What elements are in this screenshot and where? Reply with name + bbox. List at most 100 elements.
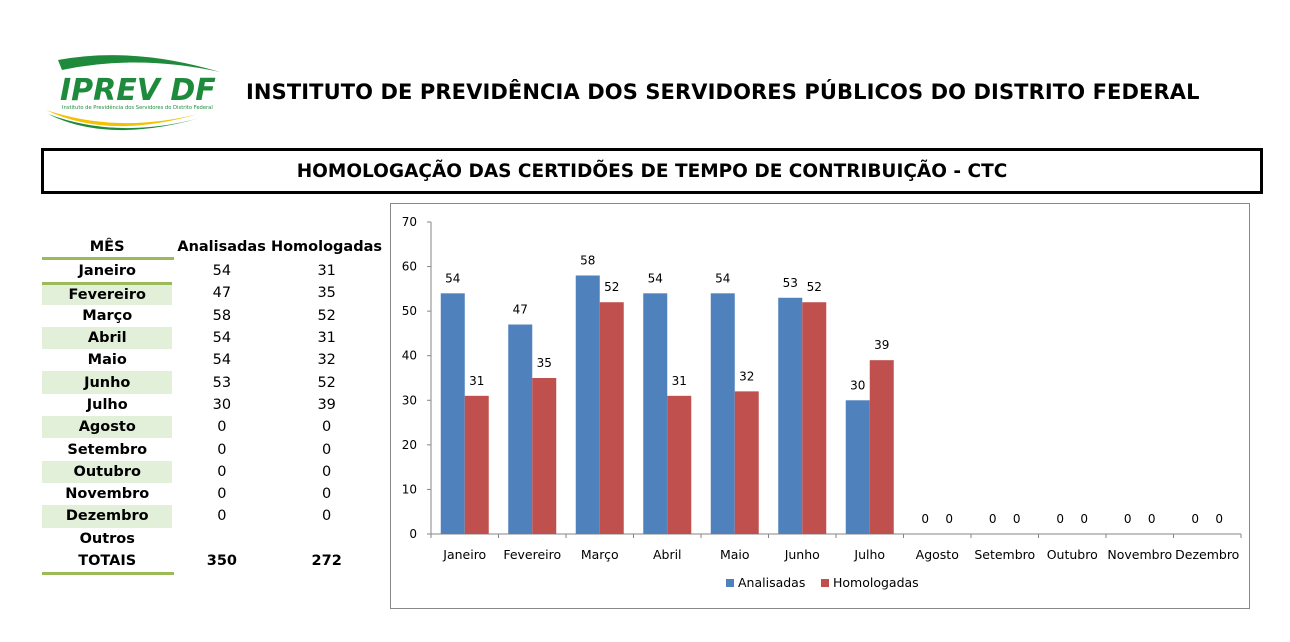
x-tick-label: Novembro bbox=[1107, 547, 1172, 562]
x-tick-label: Maio bbox=[720, 547, 750, 562]
bar-chart: 0 10 20 30 40 50 60 70 54 31 Janeiro 47 35 Fevereiro 5… bbox=[390, 203, 1250, 609]
y-tick-label: 0 bbox=[409, 527, 417, 541]
data-label-analisadas: 0 bbox=[1124, 512, 1132, 526]
iprev-logo: IPREV DF Instituto de Previdência dos Se… bbox=[38, 52, 228, 134]
bar-homologadas bbox=[599, 302, 624, 534]
row-month: Outubro bbox=[42, 460, 173, 483]
y-tick-label: 10 bbox=[402, 482, 417, 496]
row-month: Maio bbox=[87, 352, 127, 369]
table-row: Junho 53 52 bbox=[42, 371, 382, 394]
data-label-analisadas: 47 bbox=[513, 303, 528, 317]
data-label-homologadas: 32 bbox=[739, 369, 754, 383]
data-label-analisadas: 0 bbox=[989, 512, 997, 526]
x-tick-label: Janeiro bbox=[442, 547, 486, 562]
bar-homologadas bbox=[667, 395, 692, 534]
x-tick-label: Dezembro bbox=[1175, 547, 1239, 562]
data-label-analisadas: 0 bbox=[1191, 512, 1199, 526]
x-tick-label: Julho bbox=[853, 547, 885, 562]
y-tick-label: 40 bbox=[402, 349, 417, 363]
row-homologadas: 52 bbox=[317, 374, 336, 391]
x-tick-label: Fevereiro bbox=[503, 547, 561, 562]
data-label-analisadas: 0 bbox=[1056, 512, 1064, 526]
row-analisadas: 54 bbox=[212, 263, 232, 280]
totals-analisadas: 350 bbox=[206, 553, 238, 569]
data-label-homologadas: 0 bbox=[1013, 512, 1021, 526]
bar-homologadas bbox=[464, 395, 489, 534]
row-analisadas: 58 bbox=[212, 307, 232, 324]
row-analisadas: 30 bbox=[212, 396, 232, 413]
logo-bottom-swoosh bbox=[48, 114, 200, 131]
row-month: Junho bbox=[42, 371, 173, 394]
row-month: Agosto bbox=[42, 416, 173, 439]
legend-swatch-homologadas bbox=[821, 579, 829, 587]
data-label-homologadas: 31 bbox=[672, 374, 687, 388]
row-analisadas: 0 bbox=[217, 419, 227, 436]
data-label-homologadas: 0 bbox=[1148, 512, 1156, 526]
report-title: HOMOLOGAÇÃO DAS CERTIDÕES DE TEMPO DE CO… bbox=[296, 160, 1008, 182]
row-analisadas: 54 bbox=[212, 352, 232, 369]
table-body: Janeiro 54 31 Fevereiro 47 35 Março 58 52 Abril 54… bbox=[42, 260, 382, 550]
data-table: MÊS Analisadas Homologadas Janeiro 54 31 Fe… bbox=[42, 237, 382, 576]
table-row: Março 58 52 bbox=[42, 305, 382, 327]
header-mes: MÊS bbox=[89, 239, 125, 255]
data-label-homologadas: 52 bbox=[604, 280, 619, 294]
table-row: Outubro 0 0 bbox=[42, 460, 382, 483]
data-label-analisadas: 54 bbox=[648, 271, 663, 285]
y-tick-label: 50 bbox=[402, 304, 417, 318]
row-analisadas: 0 bbox=[217, 508, 227, 525]
row-month: Fevereiro bbox=[42, 282, 173, 305]
logo-top-swoosh bbox=[58, 55, 220, 72]
x-tick-label: Outubro bbox=[1047, 547, 1098, 562]
row-homologadas: 0 bbox=[322, 486, 332, 503]
row-month: Outros bbox=[79, 530, 135, 547]
data-label-homologadas: 39 bbox=[874, 338, 889, 352]
totals-label: TOTAIS bbox=[78, 553, 137, 569]
legend-label-analisadas: Analisadas bbox=[738, 575, 805, 590]
data-label-homologadas: 0 bbox=[1080, 512, 1088, 526]
row-month: Abril bbox=[42, 326, 173, 350]
table-row: Dezembro 0 0 bbox=[42, 505, 382, 528]
row-homologadas: 35 bbox=[317, 285, 336, 302]
x-tick-label: Setembro bbox=[974, 547, 1035, 562]
logo-subtext: Instituto de Previdência dos Servidores … bbox=[62, 104, 213, 111]
table-row: Novembro 0 0 bbox=[42, 483, 382, 505]
row-month: Julho bbox=[86, 396, 128, 413]
bar-analisadas bbox=[575, 275, 600, 534]
bar-homologadas bbox=[532, 378, 557, 534]
row-homologadas: 0 bbox=[322, 508, 332, 525]
row-analisadas: 0 bbox=[217, 441, 227, 458]
report-title-box: HOMOLOGAÇÃO DAS CERTIDÕES DE TEMPO DE CO… bbox=[41, 148, 1263, 194]
totals-row: TOTAIS 350 272 bbox=[42, 550, 382, 572]
data-label-homologadas: 52 bbox=[807, 280, 822, 294]
legend-swatch-analisadas bbox=[726, 579, 734, 587]
row-homologadas: 0 bbox=[322, 463, 332, 480]
row-homologadas: 31 bbox=[317, 330, 336, 347]
table-row: Julho 30 39 bbox=[42, 394, 382, 416]
bar-homologadas bbox=[869, 360, 894, 534]
bar-analisadas bbox=[440, 293, 465, 534]
footer-rule bbox=[42, 572, 174, 576]
x-tick-label: Agosto bbox=[916, 547, 959, 562]
row-month: Janeiro bbox=[78, 263, 136, 280]
y-tick-label: 30 bbox=[402, 393, 417, 407]
y-tick-label: 60 bbox=[402, 260, 417, 274]
data-label-analisadas: 58 bbox=[580, 253, 595, 267]
header-rule bbox=[42, 257, 174, 260]
row-homologadas: 39 bbox=[317, 396, 336, 413]
data-label-analisadas: 54 bbox=[445, 271, 460, 285]
row-analisadas: 47 bbox=[212, 285, 232, 302]
data-label-homologadas: 0 bbox=[945, 512, 953, 526]
logo-yellow-swoosh bbox=[46, 110, 198, 127]
chart-svg: 0 10 20 30 40 50 60 70 54 31 Janeiro 47 35 Fevereiro 5… bbox=[402, 215, 1242, 590]
table-row: Abril 54 31 bbox=[42, 326, 382, 350]
row-month: Março bbox=[82, 307, 133, 324]
data-label-homologadas: 0 bbox=[1215, 512, 1223, 526]
row-homologadas: 32 bbox=[317, 352, 336, 369]
row-homologadas: 31 bbox=[317, 263, 336, 280]
header-homologadas: Homologadas bbox=[270, 239, 382, 255]
bar-analisadas bbox=[710, 293, 735, 534]
row-analisadas: 0 bbox=[217, 463, 227, 480]
bar-analisadas bbox=[643, 293, 668, 534]
legend-label-homologadas: Homologadas bbox=[833, 575, 919, 590]
data-label-analisadas: 53 bbox=[783, 276, 798, 290]
